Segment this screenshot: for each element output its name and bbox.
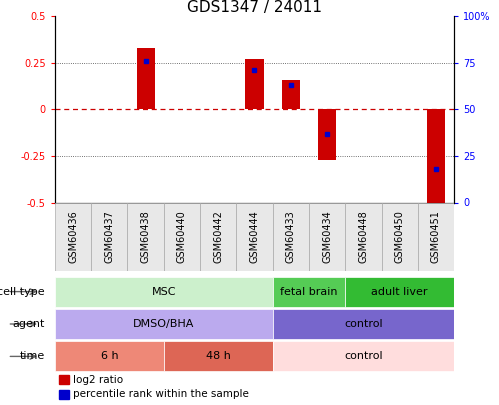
Bar [309, 202, 345, 271]
Bar [345, 202, 382, 271]
Title: GDS1347 / 24011: GDS1347 / 24011 [187, 0, 322, 15]
Bar [55, 309, 272, 339]
Bar [418, 202, 454, 271]
Bar [246, 59, 263, 109]
Text: GSM60440: GSM60440 [177, 211, 187, 263]
Bar [237, 202, 272, 271]
Text: control: control [344, 319, 383, 329]
Text: GSM60433: GSM60433 [286, 211, 296, 263]
Bar [272, 277, 345, 307]
Bar [427, 109, 445, 202]
Bar [59, 390, 69, 399]
Bar [55, 277, 272, 307]
Text: GSM60442: GSM60442 [213, 211, 223, 263]
Text: GSM60444: GSM60444 [250, 211, 259, 263]
Text: control: control [344, 352, 383, 361]
Text: GSM60451: GSM60451 [431, 211, 441, 263]
Text: percentile rank within the sample: percentile rank within the sample [73, 390, 249, 399]
Text: time: time [19, 352, 45, 361]
Bar [164, 202, 200, 271]
Text: MSC: MSC [152, 287, 176, 296]
Text: adult liver: adult liver [371, 287, 428, 296]
Bar [272, 341, 454, 371]
Bar [272, 202, 309, 271]
Text: GSM60450: GSM60450 [395, 211, 405, 263]
Bar [282, 79, 300, 109]
Text: 6 h: 6 h [100, 352, 118, 361]
Text: GSM60436: GSM60436 [68, 211, 78, 263]
Text: 48 h: 48 h [206, 352, 231, 361]
Bar [318, 109, 336, 160]
Bar [272, 309, 454, 339]
Bar [200, 202, 237, 271]
Bar [382, 202, 418, 271]
Bar [137, 48, 155, 109]
Bar [164, 341, 272, 371]
Bar [91, 202, 127, 271]
Text: DMSO/BHA: DMSO/BHA [133, 319, 195, 329]
Bar [345, 277, 454, 307]
Bar [55, 341, 164, 371]
Text: log2 ratio: log2 ratio [73, 375, 123, 385]
Text: cell type: cell type [0, 287, 45, 296]
Bar [127, 202, 164, 271]
Bar [55, 202, 91, 271]
Text: GSM60434: GSM60434 [322, 211, 332, 263]
Bar [59, 375, 69, 384]
Text: GSM60437: GSM60437 [104, 211, 114, 263]
Text: GSM60448: GSM60448 [358, 211, 368, 263]
Text: GSM60438: GSM60438 [141, 211, 151, 263]
Text: agent: agent [12, 319, 45, 329]
Text: fetal brain: fetal brain [280, 287, 338, 296]
